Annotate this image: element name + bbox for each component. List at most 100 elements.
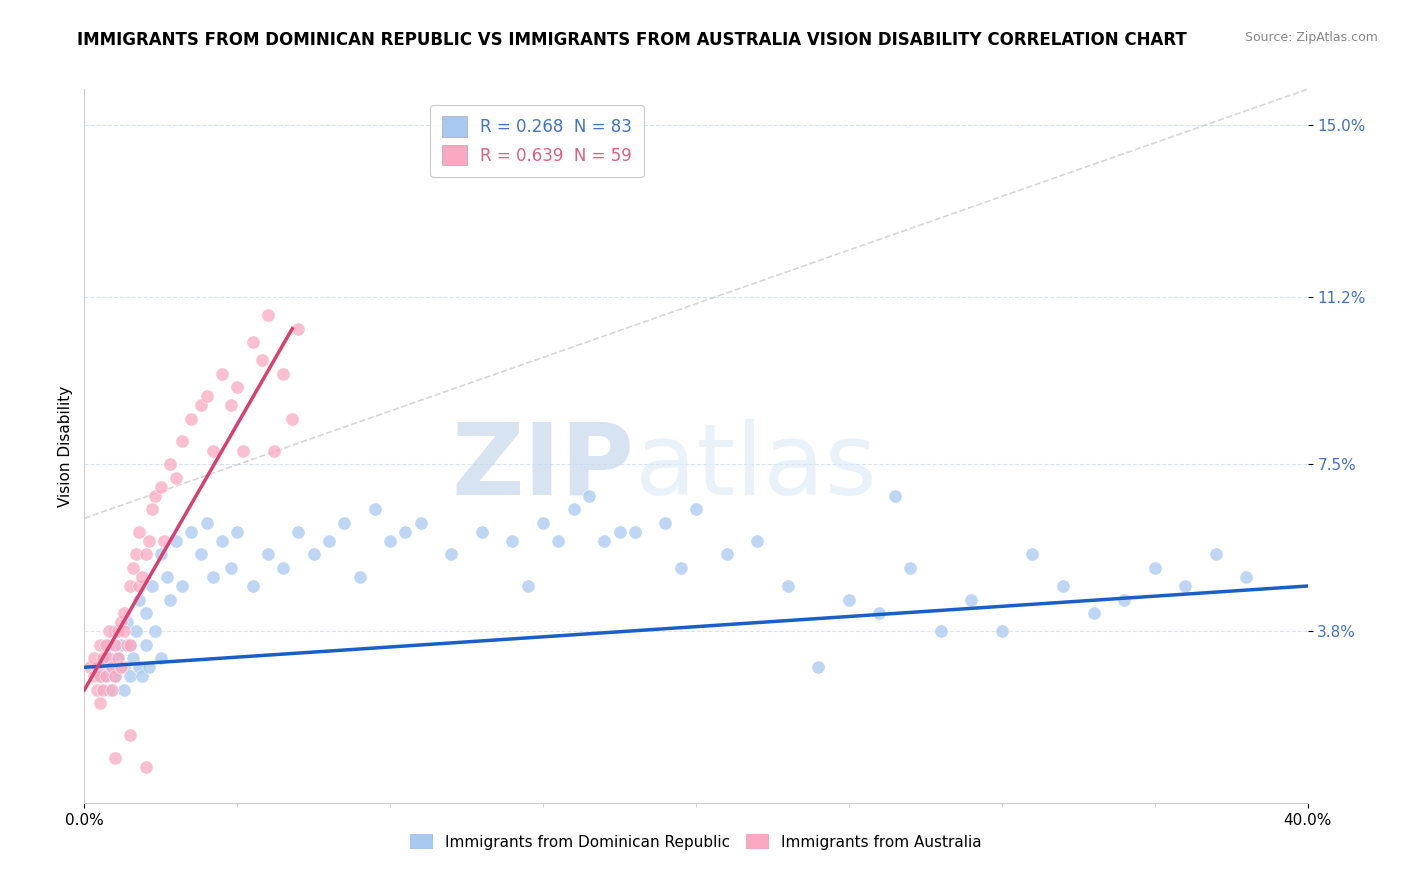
Point <box>172 434 194 449</box>
Point <box>125 624 148 639</box>
Point <box>94 651 117 665</box>
Point <box>807 660 830 674</box>
Point <box>380 533 402 548</box>
Point <box>578 489 600 503</box>
Point <box>112 660 135 674</box>
Point <box>112 624 135 639</box>
Point <box>112 682 135 697</box>
Point <box>172 579 194 593</box>
Point <box>120 638 142 652</box>
Point <box>991 624 1014 639</box>
Point <box>609 524 631 539</box>
Point <box>257 548 280 562</box>
Point <box>898 561 921 575</box>
Text: ZIP: ZIP <box>451 419 636 516</box>
Point <box>104 750 127 764</box>
Point <box>122 651 145 665</box>
Point <box>502 533 524 548</box>
Point <box>242 579 264 593</box>
Point <box>104 638 127 652</box>
Point <box>159 592 181 607</box>
Point <box>89 669 111 683</box>
Point <box>318 533 340 548</box>
Point <box>120 579 142 593</box>
Point <box>271 561 294 575</box>
Point <box>257 308 280 322</box>
Point <box>263 443 285 458</box>
Point <box>869 606 891 620</box>
Point <box>97 651 120 665</box>
Point <box>143 489 166 503</box>
Point <box>86 660 108 674</box>
Point <box>104 669 127 683</box>
Y-axis label: Vision Disability: Vision Disability <box>58 385 73 507</box>
Point <box>135 606 157 620</box>
Point <box>1114 592 1136 607</box>
Point <box>440 548 463 562</box>
Point <box>141 579 163 593</box>
Point <box>120 669 142 683</box>
Point <box>115 615 138 629</box>
Point <box>685 502 707 516</box>
Point <box>302 548 325 562</box>
Legend: Immigrants from Dominican Republic, Immigrants from Australia: Immigrants from Dominican Republic, Immi… <box>404 828 988 855</box>
Text: IMMIGRANTS FROM DOMINICAN REPUBLIC VS IMMIGRANTS FROM AUSTRALIA VISION DISABILIT: IMMIGRANTS FROM DOMINICAN REPUBLIC VS IM… <box>77 31 1187 49</box>
Point <box>149 480 172 494</box>
Point <box>226 524 249 539</box>
Point <box>104 669 127 683</box>
Point <box>190 398 212 412</box>
Point <box>180 412 202 426</box>
Point <box>131 570 153 584</box>
Point <box>287 321 309 335</box>
Point <box>190 548 212 562</box>
Point <box>125 548 148 562</box>
Point <box>409 516 432 530</box>
Point <box>97 682 120 697</box>
Point <box>79 660 101 674</box>
Point <box>104 624 127 639</box>
Point <box>471 524 494 539</box>
Point <box>1205 548 1227 562</box>
Point <box>242 335 264 350</box>
Point <box>1021 548 1043 562</box>
Point <box>349 570 371 584</box>
Point <box>128 579 150 593</box>
Point <box>153 533 176 548</box>
Point <box>91 682 114 697</box>
Point <box>201 570 224 584</box>
Point <box>232 443 254 458</box>
Point <box>394 524 416 539</box>
Point <box>165 533 187 548</box>
Point <box>97 624 120 639</box>
Point <box>110 638 132 652</box>
Point <box>94 638 117 652</box>
Point <box>201 443 224 458</box>
Point <box>219 561 242 575</box>
Point <box>250 353 273 368</box>
Point <box>776 579 799 593</box>
Point <box>101 660 124 674</box>
Text: atlas: atlas <box>636 419 876 516</box>
Point <box>128 592 150 607</box>
Point <box>110 660 132 674</box>
Point <box>91 651 114 665</box>
Point <box>89 697 111 711</box>
Point <box>531 516 554 530</box>
Point <box>101 660 124 674</box>
Point <box>131 669 153 683</box>
Point <box>107 624 129 639</box>
Point <box>1174 579 1197 593</box>
Point <box>624 524 647 539</box>
Point <box>128 524 150 539</box>
Text: Source: ZipAtlas.com: Source: ZipAtlas.com <box>1244 31 1378 45</box>
Point <box>1083 606 1105 620</box>
Point <box>211 367 233 381</box>
Point <box>364 502 387 516</box>
Point <box>122 561 145 575</box>
Point <box>333 516 356 530</box>
Point <box>107 651 129 665</box>
Point <box>89 638 111 652</box>
Point <box>1143 561 1166 575</box>
Point <box>547 533 569 548</box>
Point <box>516 579 538 593</box>
